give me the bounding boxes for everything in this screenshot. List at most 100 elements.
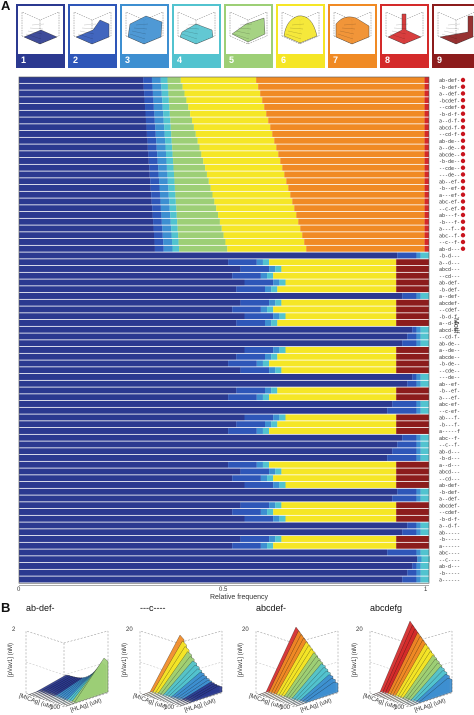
bar-segment <box>420 495 429 502</box>
bar-segment <box>19 90 145 97</box>
motif-label: abcd--- <box>439 470 460 476</box>
bar-segment <box>208 178 287 185</box>
bar-segment <box>424 239 429 245</box>
bar-segment <box>269 536 276 542</box>
bar-segment <box>424 158 429 164</box>
z-axis-label: [pVav1] (nM) <box>7 643 14 677</box>
bar-segment <box>240 266 270 272</box>
motif-label: --c-ef- <box>439 409 460 415</box>
class-6-surface <box>281 11 320 45</box>
bar-segment <box>214 198 293 205</box>
bar-segment <box>197 137 275 144</box>
bar-segment <box>145 117 155 124</box>
class-9-thumbnail: 9 <box>432 4 474 68</box>
bar-segment <box>146 131 156 137</box>
motif-label: ab-def- <box>439 483 460 489</box>
bar-segment <box>162 104 170 110</box>
motif-label: a--d--- <box>439 260 460 266</box>
bar-segment <box>424 178 429 185</box>
bar-segment <box>407 333 417 340</box>
motif-label: -b--ef- <box>439 389 460 395</box>
bar-segment <box>256 360 263 367</box>
bar-segment <box>244 414 274 421</box>
bar-segment <box>392 495 417 502</box>
motif-label: -b--ef- <box>439 186 460 192</box>
bar-segment <box>228 428 257 434</box>
bar-segment <box>396 502 429 509</box>
feedback-marker <box>460 246 466 251</box>
bar-segment <box>275 502 282 509</box>
bar-segment <box>424 90 429 97</box>
bar-segment <box>281 367 397 374</box>
bar-segment <box>269 367 276 374</box>
bar-segment <box>161 212 171 218</box>
motif-label: abc-ef- <box>439 200 460 206</box>
feedback-marker <box>460 212 466 218</box>
bar-segment <box>173 171 207 178</box>
bar-segment <box>281 536 397 542</box>
bar-segment <box>273 509 397 515</box>
motif-label: abcd--- <box>439 267 460 273</box>
bar-segment <box>424 245 429 252</box>
bar-segment <box>396 387 429 394</box>
bar-segment <box>306 245 425 252</box>
bar-segment <box>294 205 425 212</box>
bar-segment <box>396 536 429 542</box>
motif-label: -b----- <box>439 537 460 543</box>
bar-segment <box>416 374 421 380</box>
z-tick-top: 20 <box>126 627 133 633</box>
bar-segment <box>176 205 217 212</box>
bar-segment <box>396 509 429 515</box>
motif-label: -b-def- <box>439 490 460 496</box>
bar-segment <box>154 110 164 117</box>
bar-segment <box>178 232 224 239</box>
bar-segment <box>168 97 187 104</box>
z-tick-top: 20 <box>242 627 249 633</box>
bar-segment <box>260 475 268 482</box>
bar-segment <box>396 279 429 286</box>
bar-segment <box>236 286 265 293</box>
bar-segment <box>424 83 429 90</box>
bar-segment <box>396 414 429 421</box>
bar-segment <box>240 536 270 542</box>
class-6-thumbnail: 6 <box>276 4 325 68</box>
feedback-marker <box>460 199 466 204</box>
bar-segment <box>19 367 241 374</box>
bar-segment <box>416 448 421 455</box>
bar-segment <box>285 279 397 286</box>
bar-segment <box>184 90 261 97</box>
motif-label: a-----f <box>439 429 460 435</box>
bar-segment <box>19 151 149 158</box>
motif-label: -b-de-- <box>439 362 460 368</box>
bar-segment <box>420 380 429 387</box>
feedback-marker <box>460 125 466 130</box>
motif-label: a--def- <box>439 497 460 503</box>
bar-segment <box>420 401 429 407</box>
class-9-surface <box>437 11 474 45</box>
class-2-number: 2 <box>73 55 79 65</box>
bar-segment <box>387 407 417 414</box>
bar-segment <box>188 104 265 110</box>
bar-segment <box>167 83 183 90</box>
class-2-thumbnail: 2 <box>68 4 117 68</box>
bar-segment <box>144 90 153 97</box>
bar-segment <box>186 97 263 104</box>
bar-segment <box>424 218 429 225</box>
feedback-marker <box>460 98 466 103</box>
z-axis-label: [pVav1] (nM) <box>351 643 358 677</box>
bar-segment <box>416 407 421 414</box>
bar-segment <box>193 124 271 131</box>
motif-label: --cde-- <box>439 368 460 374</box>
motif-label: a--def- <box>439 294 460 300</box>
feedback-marker <box>460 118 466 123</box>
bar-segment <box>270 124 425 131</box>
bar-segment <box>273 475 397 482</box>
motif-label: --cdef- <box>439 105 460 111</box>
bar-segment <box>275 266 282 272</box>
motif-label: --cd-f- <box>439 132 460 138</box>
bar-segment <box>154 117 164 124</box>
bar-segment <box>19 563 413 569</box>
feedback-marker <box>460 233 466 238</box>
bar-segment <box>392 401 417 407</box>
bar-segment <box>396 306 429 313</box>
